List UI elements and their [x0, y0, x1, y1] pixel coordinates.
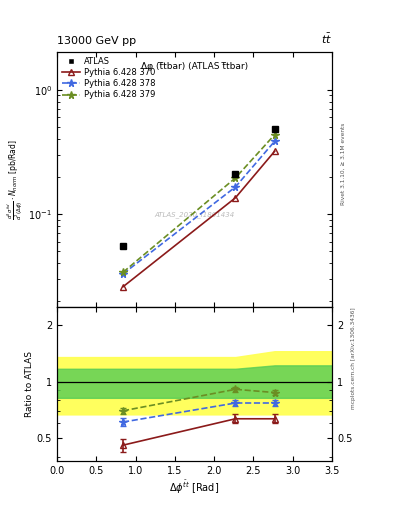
Text: ATLAS_2020_I1801434: ATLAS_2020_I1801434	[154, 211, 235, 219]
Legend: ATLAS, Pythia 6.428 370, Pythia 6.428 378, Pythia 6.428 379: ATLAS, Pythia 6.428 370, Pythia 6.428 37…	[60, 56, 157, 101]
Text: 13000 GeV pp: 13000 GeV pp	[57, 36, 136, 46]
Y-axis label: Ratio to ATLAS: Ratio to ATLAS	[25, 351, 34, 417]
Text: Rivet 3.1.10, ≥ 3.1M events: Rivet 3.1.10, ≥ 3.1M events	[341, 123, 346, 205]
Text: Δφ (t̅tbar) (ATLAS t̅tbar): Δφ (t̅tbar) (ATLAS t̅tbar)	[141, 62, 248, 71]
Y-axis label: $\frac{d^2\sigma^{fid}}{d^2(\Delta\phi)}\cdot N_{norm}\ \mathrm{[pb/Rad]}$: $\frac{d^2\sigma^{fid}}{d^2(\Delta\phi)}…	[6, 139, 24, 220]
Text: $t\bar{t}$: $t\bar{t}$	[321, 32, 332, 46]
X-axis label: $\Delta\phi^{\bar{t}t}$ [Rad]: $\Delta\phi^{\bar{t}t}$ [Rad]	[169, 478, 220, 496]
Text: mcplots.cern.ch [arXiv:1306.3436]: mcplots.cern.ch [arXiv:1306.3436]	[351, 308, 356, 409]
